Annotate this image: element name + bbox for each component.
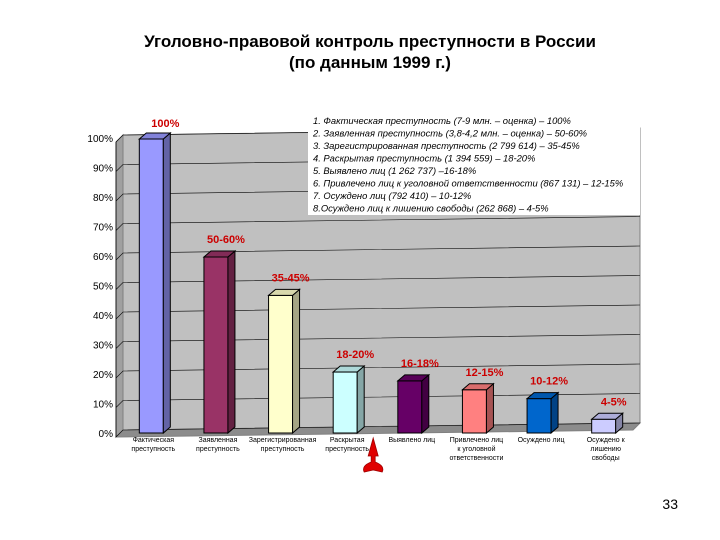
legend-entry: 5. Выявлено лиц (1 262 737) –16-18% — [313, 165, 476, 176]
bar-value-label: 10-12% — [530, 376, 568, 388]
x-category-label: Осуждено к лишению свободы — [587, 437, 626, 462]
gridline — [115, 216, 641, 231]
bar-top — [396, 374, 431, 382]
bar-top — [202, 250, 237, 258]
bar-side — [550, 391, 559, 435]
bar-top — [267, 288, 301, 296]
bar-front — [138, 138, 164, 434]
bar — [137, 131, 172, 435]
bar-front — [332, 371, 358, 434]
x-category-label: Осуждено лиц — [518, 437, 565, 444]
legend-box — [308, 112, 640, 215]
bar-top — [590, 412, 625, 420]
legend-entry: 8.Осуждено лиц к лишению свободы (262 86… — [313, 203, 549, 214]
legend-entry: 2. Заявленная преступность (3,8-4,2 млн.… — [312, 128, 587, 139]
bar-side — [162, 131, 171, 435]
y-tick-label: 80% — [93, 193, 113, 204]
y-tick-label: 30% — [93, 341, 113, 352]
x-category-label: Выявлено лиц — [388, 437, 435, 444]
y-tick-label: 0% — [99, 429, 114, 440]
bar-value-label: 35-45% — [272, 272, 310, 284]
bar-side — [292, 288, 301, 435]
gridline — [115, 304, 641, 320]
x-category-label: Привлечено лиц к уголовной ответственности — [450, 437, 504, 462]
x-category-label: Заявленная преступность — [196, 437, 240, 453]
bar-top — [525, 392, 560, 400]
slide-number: 33 — [662, 496, 678, 512]
bar-value-label: 100% — [151, 118, 179, 130]
legend-entry: 1. Фактическая преступность (7-9 млн. – … — [313, 115, 571, 126]
y-tick-label: 10% — [93, 400, 113, 411]
gridline — [115, 363, 641, 379]
bar-side — [485, 382, 494, 435]
bar-front — [203, 256, 229, 434]
bar — [525, 391, 560, 435]
bar-top — [331, 365, 366, 373]
y-tick-label: 100% — [87, 134, 113, 145]
legend-entry: 6. Привлечено лиц к уголовной ответствен… — [313, 178, 623, 189]
y-tick-label: 40% — [93, 311, 113, 322]
bar — [590, 412, 625, 435]
legend-entry: 7. Осуждено лиц (792 410) – 10-12% — [313, 190, 471, 201]
bar-front — [268, 294, 294, 434]
bar-side — [356, 364, 365, 435]
legend-entry: 4. Раскрытая преступность (1 394 559) – … — [313, 153, 535, 164]
gridline — [115, 334, 641, 349]
bar-value-label: 16-18% — [401, 358, 439, 370]
y-tick-label: 90% — [93, 164, 113, 175]
bar-front — [591, 418, 617, 434]
x-category-label: Зарегистрированная преступность — [249, 437, 317, 453]
x-category-label: Фактическая преступность — [131, 437, 175, 453]
y-tick-label: 70% — [93, 223, 113, 234]
bar — [461, 382, 495, 435]
bar-front — [461, 389, 487, 434]
y-tick-label: 60% — [93, 252, 113, 263]
bar-side — [227, 249, 236, 435]
y-tick-label: 50% — [93, 282, 113, 293]
bar — [331, 364, 366, 435]
bar-side — [421, 373, 430, 435]
bar — [396, 373, 431, 435]
bar-value-label: 18-20% — [336, 349, 374, 361]
bar — [202, 249, 237, 435]
chart-title-line1: Уголовно-правовой контроль преступности … — [144, 32, 596, 51]
chart-title-line2: (по данным 1999 г.) — [289, 53, 451, 72]
gridline — [115, 275, 641, 290]
bar-value-label: 4-5% — [601, 396, 627, 408]
x-category-label: Раскрытая преступность — [325, 437, 369, 453]
bar-front — [526, 398, 552, 434]
y-tick-label: 20% — [93, 370, 113, 381]
bar-value-label: 50-60% — [207, 234, 245, 246]
bar — [267, 288, 301, 435]
gridline — [115, 245, 641, 261]
bar-front — [397, 380, 423, 434]
bar-top — [137, 132, 172, 140]
bar-value-label: 12-15% — [465, 367, 503, 379]
highlight-arrow-icon — [363, 436, 384, 473]
legend-entry: 3. Зарегистрированная преступность (2 79… — [313, 140, 580, 151]
bar-top — [461, 383, 495, 391]
